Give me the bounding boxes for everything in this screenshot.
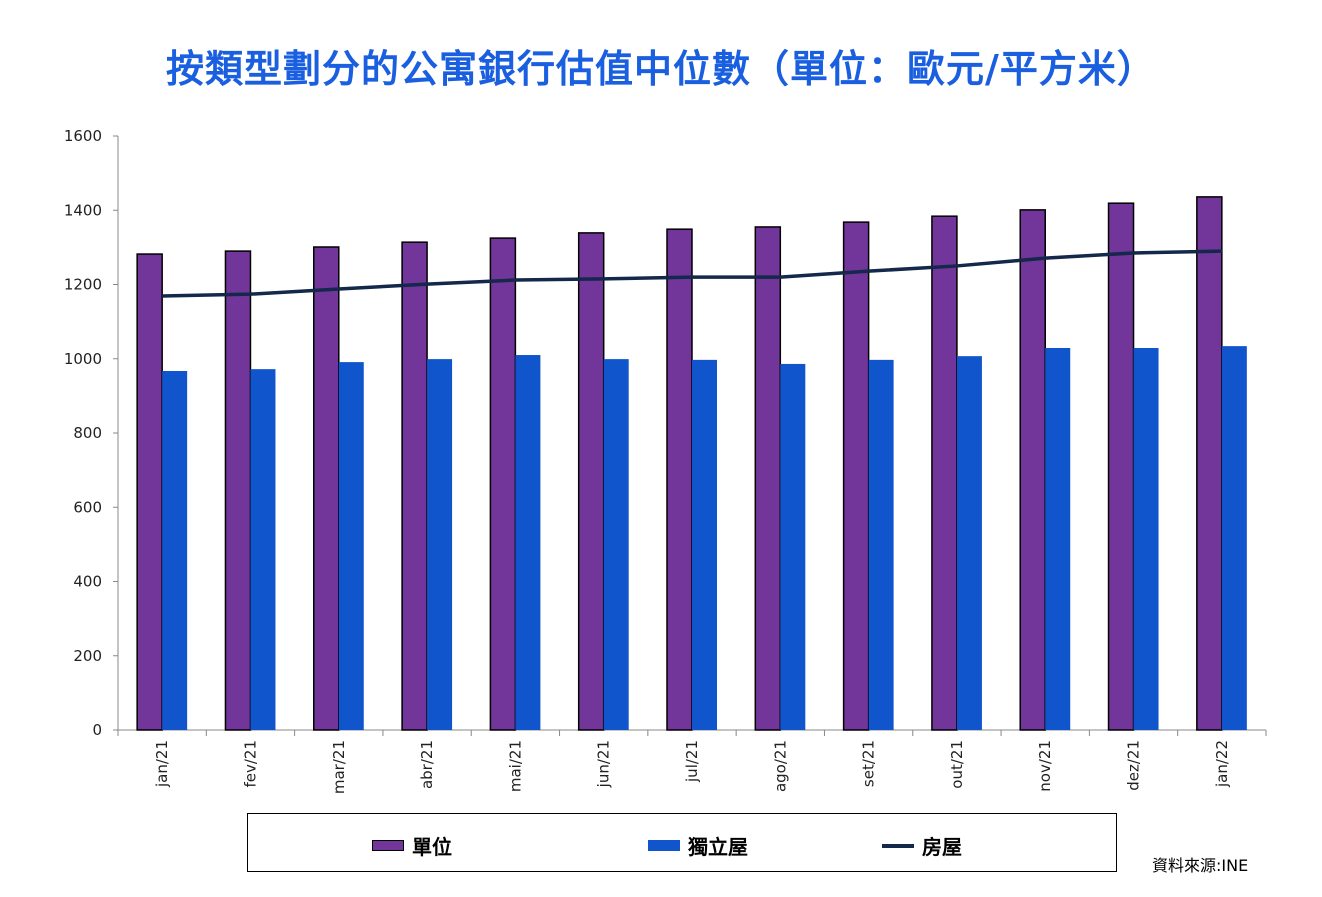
bar-units xyxy=(401,241,428,731)
bar-units xyxy=(1107,202,1135,731)
legend-label: 房屋 xyxy=(922,835,962,859)
chart-title: 按類型劃分的公寓銀行估值中位數（單位：歐元/平方米） xyxy=(166,46,1156,91)
y-tick-label: 1400 xyxy=(64,201,102,219)
x-tick-label: dez/21 xyxy=(1125,740,1143,791)
bar-units xyxy=(313,246,340,731)
x-tick-label: mar/21 xyxy=(330,740,348,794)
x-tick-label: jun/21 xyxy=(595,740,613,788)
bar-detached xyxy=(1045,347,1071,730)
bar-detached xyxy=(427,359,453,730)
source-note: 資料來源:INE xyxy=(1152,856,1249,875)
bar-detached xyxy=(603,359,629,730)
x-tick-label: jan/21 xyxy=(153,740,171,788)
bar-detached xyxy=(1133,347,1159,730)
bar-units xyxy=(577,232,605,731)
x-tick-label: jul/21 xyxy=(683,740,701,783)
bar-units xyxy=(754,226,782,731)
legend-item-units: 單位 xyxy=(372,831,452,860)
x-tick-label: jan/22 xyxy=(1213,740,1231,788)
bar-detached xyxy=(515,355,541,730)
bar-detached xyxy=(780,363,806,730)
y-tick-label: 1000 xyxy=(64,350,102,368)
y-tick-label: 200 xyxy=(73,647,102,665)
bar-units xyxy=(1196,196,1223,731)
y-tick-label: 400 xyxy=(73,573,102,591)
x-tick-label: set/21 xyxy=(860,740,878,787)
x-tick-label: out/21 xyxy=(948,740,966,789)
bar-detached xyxy=(162,371,188,730)
legend-item-houses: 房屋 xyxy=(882,831,962,860)
bar-units xyxy=(842,221,870,731)
bar-detached xyxy=(250,369,276,730)
bar-detached xyxy=(338,362,364,730)
y-tick-label: 1600 xyxy=(64,127,102,145)
legend-swatch xyxy=(648,840,680,851)
bar-detached xyxy=(956,356,982,730)
legend-label: 獨立屋 xyxy=(688,835,748,859)
y-tick-label: 1200 xyxy=(64,276,102,294)
bar-units xyxy=(666,228,693,731)
bar-detached xyxy=(868,359,894,730)
x-tick-label: fev/21 xyxy=(241,740,259,788)
legend-label: 單位 xyxy=(412,835,452,859)
y-tick-label: 800 xyxy=(73,424,102,442)
bar-units xyxy=(489,237,517,731)
bar-detached xyxy=(1221,346,1247,730)
x-tick-label: ago/21 xyxy=(771,740,789,792)
legend-swatch xyxy=(882,843,914,848)
bar-units xyxy=(224,250,252,731)
bar-units xyxy=(136,253,163,731)
bar-units xyxy=(1019,209,1046,731)
x-tick-label: abr/21 xyxy=(418,740,436,789)
legend-item-detached: 獨立屋 xyxy=(648,831,748,860)
x-tick-label: nov/21 xyxy=(1036,740,1054,792)
bar-detached xyxy=(692,359,717,730)
legend-swatch xyxy=(372,840,404,851)
x-tick-label: mai/21 xyxy=(506,740,524,792)
legend: 單位 獨立屋 房屋 xyxy=(247,813,1117,872)
y-tick-label: 0 xyxy=(92,721,102,739)
y-tick-label: 600 xyxy=(73,498,102,516)
bar-units xyxy=(931,215,958,731)
